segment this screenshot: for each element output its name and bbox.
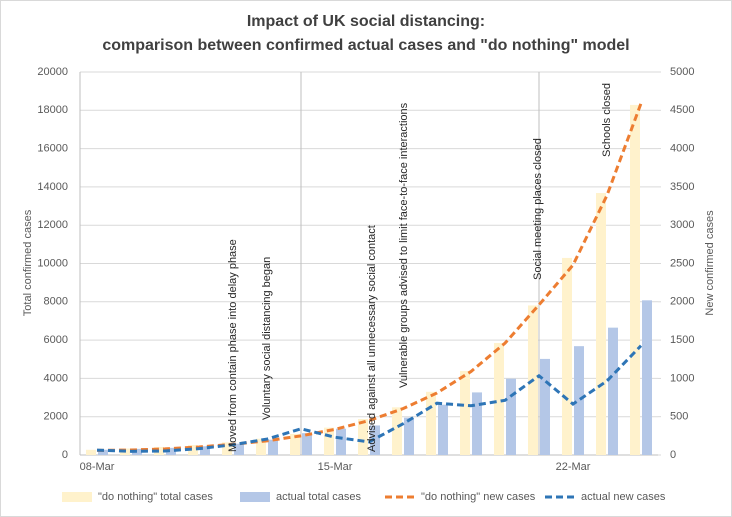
legend-swatch <box>62 492 92 502</box>
annotation: Schools closed <box>601 83 613 157</box>
x-tick-label: 08-Mar <box>80 461 115 473</box>
y-tick-label: 4000 <box>44 372 68 384</box>
bar <box>302 433 312 455</box>
y2-tick-label: 3500 <box>670 181 694 193</box>
bar <box>166 447 176 455</box>
y2-tick-label: 4500 <box>670 104 694 116</box>
y-tick-label: 6000 <box>44 334 68 346</box>
y-tick-label: 2000 <box>44 411 68 423</box>
bar <box>256 438 266 455</box>
bar <box>494 342 504 455</box>
bar <box>506 378 516 455</box>
bar <box>608 327 618 455</box>
y2-tick-label: 4000 <box>670 143 694 155</box>
y-tick-label: 20000 <box>37 66 68 78</box>
annotation: Advised against all unnecessary social c… <box>366 225 378 452</box>
bar <box>336 428 346 455</box>
bar <box>460 370 470 455</box>
y-tick-label: 16000 <box>37 143 68 155</box>
y2-tick-label: 500 <box>670 411 688 423</box>
bar <box>642 300 652 455</box>
bar <box>222 442 232 455</box>
legend-swatch <box>240 492 270 502</box>
annotation: Voluntary social distancing began <box>261 257 273 420</box>
legend-label: "do nothing" total cases <box>98 491 213 503</box>
x-tick-label: 15-Mar <box>318 461 353 473</box>
y2-axis-label: New confirmed cases <box>704 210 716 316</box>
y2-tick-label: 0 <box>670 449 676 461</box>
bar <box>574 346 584 455</box>
legend-label: actual total cases <box>276 491 361 503</box>
legend-label: "do nothing" new cases <box>421 491 536 503</box>
bar <box>188 445 198 455</box>
annotation: Social meeting places closed <box>532 138 544 280</box>
y-tick-label: 12000 <box>37 219 68 231</box>
bar <box>404 417 414 455</box>
y2-tick-label: 5000 <box>670 66 694 78</box>
x-tick-label: 22-Mar <box>556 461 591 473</box>
y2-tick-label: 1500 <box>670 334 694 346</box>
bar <box>358 418 368 455</box>
bar <box>392 407 402 455</box>
bar <box>562 257 572 455</box>
y2-tick-label: 3000 <box>670 219 694 231</box>
chart-title: Impact of UK social distancing: <box>247 13 485 30</box>
bar <box>234 443 244 455</box>
bar <box>268 439 278 455</box>
bar <box>132 448 142 455</box>
bar <box>290 433 300 455</box>
y-tick-label: 14000 <box>37 181 68 193</box>
y2-tick-label: 2000 <box>670 296 694 308</box>
legend-label: actual new cases <box>581 491 666 503</box>
y-tick-label: 10000 <box>37 257 68 269</box>
annotation: Vulnerable groups advised to limit face-… <box>398 102 410 388</box>
bar <box>596 193 606 455</box>
bar <box>630 104 640 456</box>
line <box>96 102 643 452</box>
y-tick-label: 18000 <box>37 104 68 116</box>
y-tick-label: 8000 <box>44 296 68 308</box>
bar <box>200 446 210 455</box>
bar <box>324 427 334 455</box>
y2-tick-label: 1000 <box>670 372 694 384</box>
bar <box>426 391 436 455</box>
line <box>96 344 643 453</box>
bar <box>98 449 108 455</box>
bar <box>438 404 448 455</box>
bar <box>154 446 164 455</box>
y-tick-label: 0 <box>62 449 68 461</box>
y-axis-label: Total confirmed cases <box>22 209 34 316</box>
bar <box>86 449 96 455</box>
bar <box>540 358 550 455</box>
annotation: Moved from contain phase into delay phas… <box>227 239 239 452</box>
bar <box>472 392 482 455</box>
y2-tick-label: 2500 <box>670 257 694 269</box>
chart-title: comparison between confirmed actual case… <box>102 37 629 54</box>
